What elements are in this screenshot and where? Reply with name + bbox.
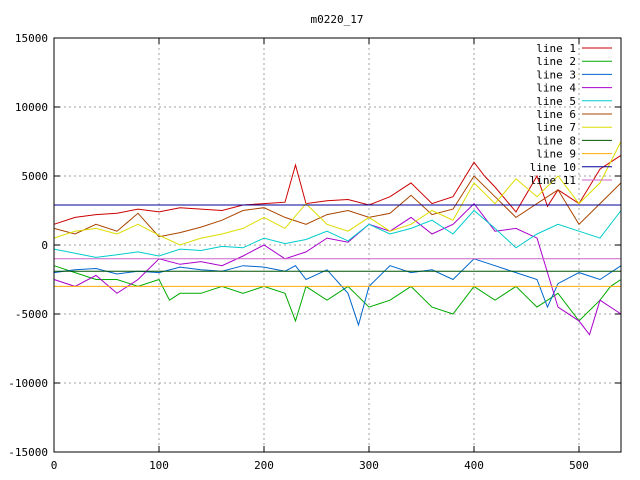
y-tick-label: -5000 bbox=[15, 308, 48, 321]
y-tick-label: 0 bbox=[41, 239, 48, 252]
y-tick-label: 5000 bbox=[22, 170, 49, 183]
legend-label: line 1 bbox=[536, 42, 576, 55]
y-tick-label: 10000 bbox=[15, 101, 48, 114]
y-tick-label: 15000 bbox=[15, 32, 48, 45]
series-line-6 bbox=[53, 175, 622, 238]
x-tick-label: 500 bbox=[569, 459, 589, 472]
chart-title: m0220_17 bbox=[311, 13, 364, 26]
legend-label: line 3 bbox=[536, 68, 576, 81]
plot-frame bbox=[53, 37, 622, 453]
legend-label: line 2 bbox=[536, 55, 576, 68]
series-line-1 bbox=[53, 154, 622, 225]
series-line-5 bbox=[53, 209, 622, 258]
series-line-2 bbox=[53, 265, 622, 323]
y-tick-label: -15000 bbox=[8, 446, 48, 459]
axis-ticks: 0 100 200 300 400 500 -15000 -10000 -5000 0 5000 10… bbox=[8, 32, 621, 472]
legend-label: line 9 bbox=[536, 148, 576, 161]
legend-label: line 7 bbox=[536, 121, 576, 134]
series-line-7 bbox=[53, 141, 622, 246]
series-line-3 bbox=[53, 258, 622, 327]
x-tick-label: 400 bbox=[464, 459, 484, 472]
legend-label: line 8 bbox=[536, 134, 576, 147]
series-layer bbox=[53, 141, 622, 336]
x-tick-label: 0 bbox=[51, 459, 58, 472]
legend-label: line 4 bbox=[536, 82, 576, 95]
legend-label: line 6 bbox=[536, 108, 576, 121]
y-tick-label: -10000 bbox=[8, 377, 48, 390]
x-tick-label: 100 bbox=[149, 459, 169, 472]
x-tick-label: 200 bbox=[254, 459, 274, 472]
x-tick-label: 300 bbox=[359, 459, 379, 472]
legend-label: line 11 bbox=[530, 174, 576, 187]
legend-label: line 5 bbox=[536, 95, 576, 108]
legend-label: line 10 bbox=[530, 161, 576, 174]
series-line-4 bbox=[53, 202, 622, 336]
